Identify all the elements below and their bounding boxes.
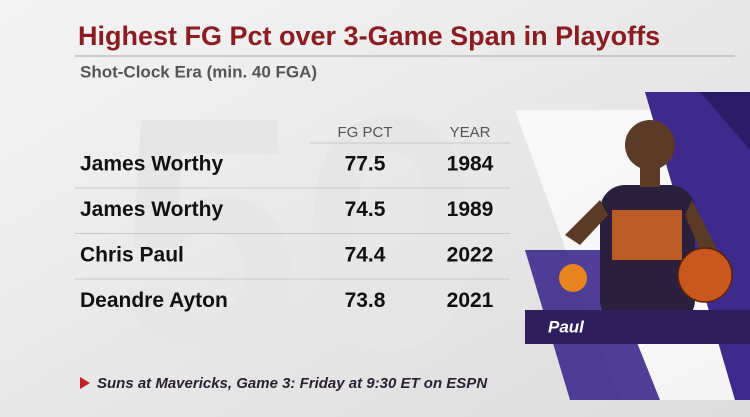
player-name: James Worthy <box>80 153 223 176</box>
footer-arrow <box>80 377 90 389</box>
player-label: Paul <box>548 317 585 336</box>
cell-value: 73.8 <box>345 289 386 312</box>
cell-value: 2021 <box>447 289 494 312</box>
cell-value: 77.5 <box>345 153 386 176</box>
cell-value: 2022 <box>447 244 494 267</box>
cell-value: 74.5 <box>345 198 386 221</box>
cell-value: 1984 <box>447 153 494 176</box>
player-name: James Worthy <box>80 198 223 221</box>
column-header: YEAR <box>450 124 491 141</box>
cell-value: 1989 <box>447 198 494 221</box>
player-name: Deandre Ayton <box>80 289 228 312</box>
footer: Suns at Mavericks, Game 3: Friday at 9:3… <box>97 375 488 392</box>
column-header: FG PCT <box>338 124 393 141</box>
title: Highest FG Pct over 3-Game Span in Playo… <box>78 21 660 51</box>
player-name: Chris Paul <box>80 244 184 267</box>
subtitle: Shot-Clock Era (min. 40 FGA) <box>80 62 317 81</box>
player-panel: Paul <box>515 92 750 400</box>
watermark: 50 <box>116 48 483 417</box>
table: FG PCT YEAR James Worthy 77.5 1984 James Wort… <box>75 124 510 312</box>
cell-value: 74.4 <box>345 244 386 267</box>
